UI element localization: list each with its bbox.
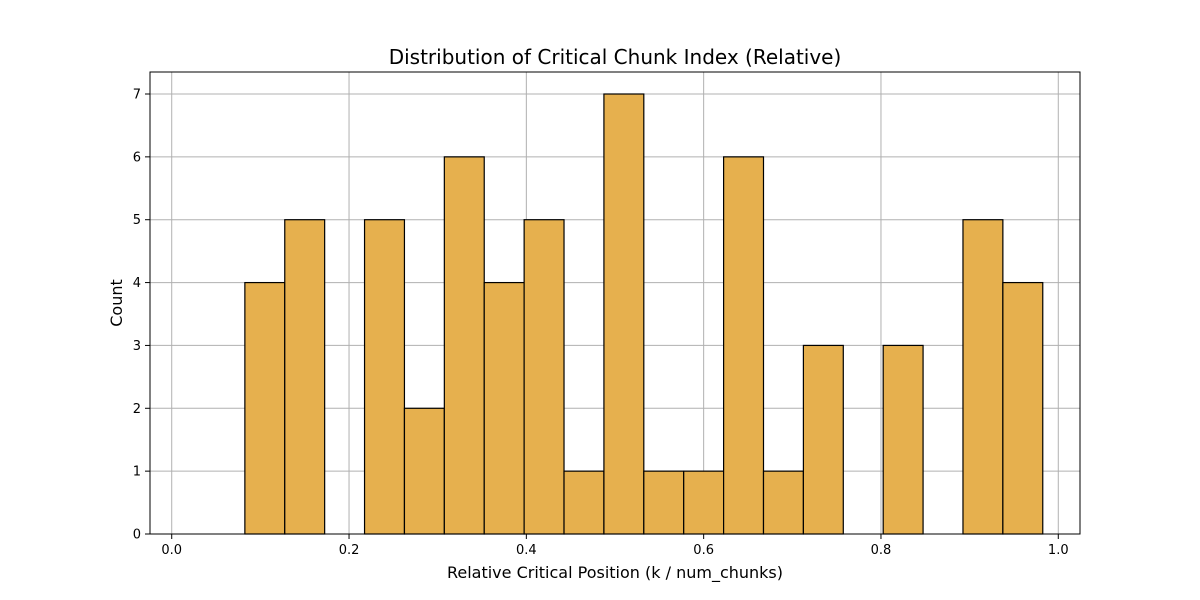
x-tick-label: 1.0 — [1048, 543, 1069, 558]
y-tick-label: 4 — [133, 276, 141, 291]
plot-frame — [149, 71, 1081, 535]
y-axis-label: Count — [107, 279, 126, 327]
histogram-bar — [443, 156, 485, 535]
x-tick-label: 0.4 — [516, 543, 537, 558]
histogram-bar — [1002, 281, 1044, 535]
chart-title: Distribution of Critical Chunk Index (Re… — [389, 45, 842, 69]
bars — [244, 93, 1044, 535]
histogram-bar — [882, 344, 924, 535]
axis-ticks: 0.0 0.2 0.4 0.6 0.8 1.0 0 1 2 3 4 5 6 7 — [133, 88, 1069, 559]
y-tick-label: 1 — [133, 465, 141, 480]
histogram-bar — [483, 281, 525, 535]
y-tick-label: 2 — [133, 402, 141, 417]
histogram-bar — [643, 470, 685, 535]
x-tick-label: 0.8 — [871, 543, 892, 558]
y-tick-label: 6 — [133, 150, 141, 165]
histogram-bar — [363, 219, 406, 535]
y-tick-label: 7 — [133, 88, 141, 103]
histogram-bar — [563, 470, 605, 535]
x-axis-label: Relative Critical Position (k / num_chun… — [447, 563, 783, 583]
y-tick-label: 0 — [133, 528, 141, 543]
x-tick-label: 0.6 — [693, 543, 714, 558]
x-tick-label: 0.2 — [339, 543, 360, 558]
y-tick-label: 3 — [133, 339, 141, 354]
histogram-bar — [962, 219, 1004, 535]
y-tick-label: 5 — [133, 213, 141, 228]
histogram-bar — [284, 219, 326, 535]
x-tick-label: 0.0 — [161, 543, 182, 558]
histogram-bar — [603, 93, 645, 535]
histogram-bar — [683, 470, 725, 535]
histogram-bar — [723, 156, 765, 535]
histogram-bar — [523, 219, 565, 535]
histogram-bar — [762, 470, 804, 535]
histogram-bar — [802, 344, 844, 535]
histogram-bar — [244, 281, 286, 535]
histogram-bar — [403, 407, 445, 535]
